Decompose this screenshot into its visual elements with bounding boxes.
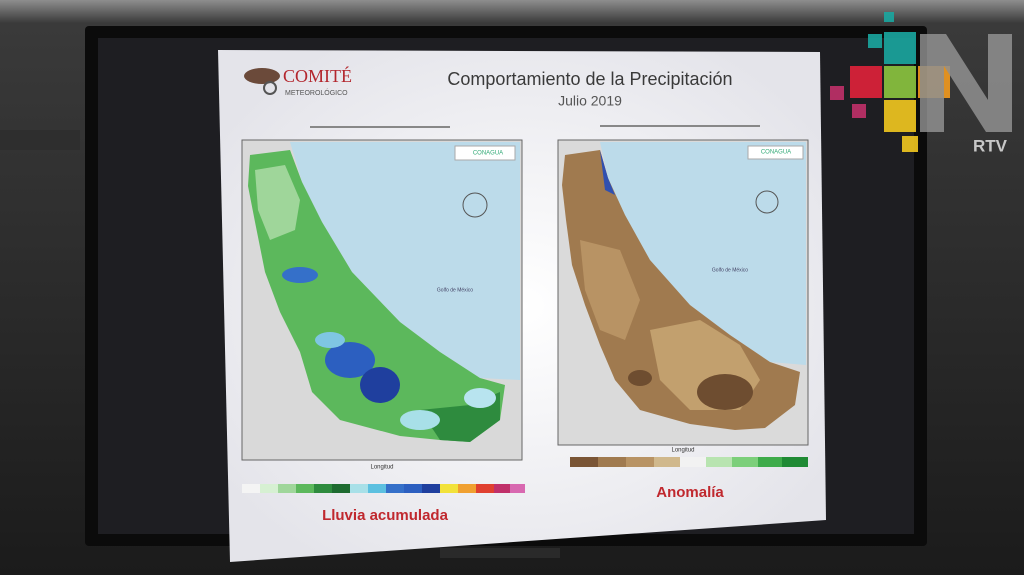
sea-label: Golfo de México [437, 287, 473, 293]
rain-area [464, 388, 496, 408]
land [248, 150, 505, 442]
colorbar-swatch [570, 457, 598, 467]
logo-square [884, 100, 916, 132]
colorbar-swatch [332, 484, 350, 493]
anomaly-colorbar [570, 457, 808, 467]
shelf [0, 130, 80, 150]
colorbar-swatch [706, 457, 732, 467]
anomaly-map: CONAGUA Golfo de México Longitud [557, 139, 809, 454]
map-caption: Lluvia acumulada [322, 507, 449, 524]
colorbar-swatch [260, 484, 278, 493]
sea-label: Golfo de México [712, 267, 748, 273]
colorbar-swatch [296, 484, 314, 493]
slide-title: Comportamiento de la Precipitación [447, 69, 732, 89]
x-axis-label: Longitud [671, 448, 694, 454]
colorbar-swatch [598, 457, 626, 467]
land [580, 240, 640, 340]
colorbar-swatch [732, 457, 758, 467]
map-caption: Anomalía [656, 484, 724, 501]
rain-area [400, 410, 440, 430]
logo-square [868, 34, 882, 48]
colorbar-swatch [458, 484, 476, 493]
colorbar-swatch [626, 457, 654, 467]
colorbar-swatch [510, 484, 525, 493]
logo: COMITÉ METEOROLÓGICO [244, 65, 352, 97]
rain-area [325, 342, 375, 378]
colorbar-swatch [654, 457, 680, 467]
rain-area [315, 332, 345, 348]
logo-letter [920, 34, 1012, 132]
colorbar-swatch [782, 457, 808, 467]
colorbar-swatch [350, 484, 368, 493]
logo-square [884, 66, 916, 98]
tv-stand [440, 548, 560, 558]
colorbar-swatch [422, 484, 440, 493]
sea [600, 142, 806, 365]
compass [755, 190, 779, 214]
colorbar-swatch [494, 484, 510, 493]
logo-name: COMITÉ [283, 65, 352, 86]
org-badge [747, 145, 804, 160]
colorbar-swatch [440, 484, 458, 493]
watermark-label: RTV [973, 136, 1008, 155]
org-badge [454, 145, 516, 161]
rain-colorbar [242, 484, 525, 493]
logo-icon [263, 81, 277, 95]
logo-square [852, 104, 866, 118]
rain-area [282, 267, 318, 283]
logo-subtitle: METEOROLÓGICO [285, 88, 348, 97]
logo-square [884, 12, 894, 22]
compass [462, 192, 488, 218]
colorbar-swatch [404, 484, 422, 493]
colorbar-swatch [242, 484, 260, 493]
logo-square [850, 66, 882, 98]
deficit-area [697, 374, 753, 410]
colorbar-swatch [314, 484, 332, 493]
slide-subtitle: Julio 2019 [558, 93, 622, 109]
colorbar-swatch [476, 484, 494, 493]
org-label: CONAGUA [761, 150, 791, 156]
rtv-logo: RTV [830, 12, 1012, 155]
sea [290, 142, 520, 380]
coast [600, 150, 615, 195]
rain-area [360, 367, 400, 403]
colorbar-swatch [758, 457, 782, 467]
logo-icon [244, 68, 280, 84]
deficit-area [628, 370, 652, 386]
logo-square [902, 136, 918, 152]
org-label: CONAGUA [473, 151, 503, 157]
rain-map: CONAGUA Golfo de México Longitud [241, 139, 523, 471]
colorbar-swatch [680, 457, 706, 467]
land [255, 165, 300, 240]
logo-square [884, 32, 916, 64]
colorbar-swatch [278, 484, 296, 493]
logo-square [830, 86, 844, 100]
colorbar-swatch [386, 484, 404, 493]
colorbar-swatch [368, 484, 386, 493]
x-axis-label: Longitud [370, 465, 393, 471]
